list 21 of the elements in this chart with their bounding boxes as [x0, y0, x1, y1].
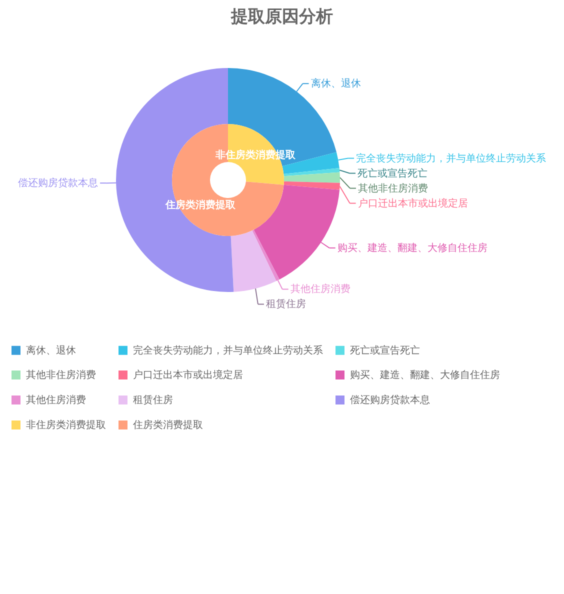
legend-label: 完全丧失劳动能力，并与单位终止劳动关系	[356, 152, 546, 164]
category-label: 户口迁出本市或出境定居	[358, 198, 468, 210]
category-label: 离休、退休	[26, 345, 76, 356]
legend-label: 购买、建造、翻建、大修自住住房	[337, 242, 488, 254]
legend-label: 住房类消费提取	[133, 419, 203, 431]
category-label: 其他非住房消费	[358, 183, 428, 194]
legend-label: 离休、退休	[310, 78, 361, 90]
slice-label: 租赁住房	[266, 298, 306, 310]
category-label: 完全丧失劳动能力，并与单位终止劳动关系	[133, 345, 323, 356]
chart-title: 提取原因分析	[230, 7, 333, 27]
legend-label: 租赁住房	[133, 394, 173, 406]
legend-label: 户口迁出本市或出境定居	[133, 369, 243, 381]
legend-label: 偿还购房贷款本息	[350, 394, 430, 406]
category-label: 购买、建造、翻建、大修自住住房	[350, 370, 500, 381]
legend-label: 死亡或宣告死亡	[350, 344, 420, 356]
legend-label: 其他住房消费	[290, 283, 350, 296]
slice-label: 偿还购房贷款本息	[18, 177, 98, 190]
legend-label: 其他非住房消费	[26, 369, 96, 381]
legend-label: 非住房类消费提取	[26, 419, 106, 431]
slice-label: 死亡或宣告死亡	[358, 167, 428, 180]
category-label: 其他住房消费	[26, 395, 86, 406]
